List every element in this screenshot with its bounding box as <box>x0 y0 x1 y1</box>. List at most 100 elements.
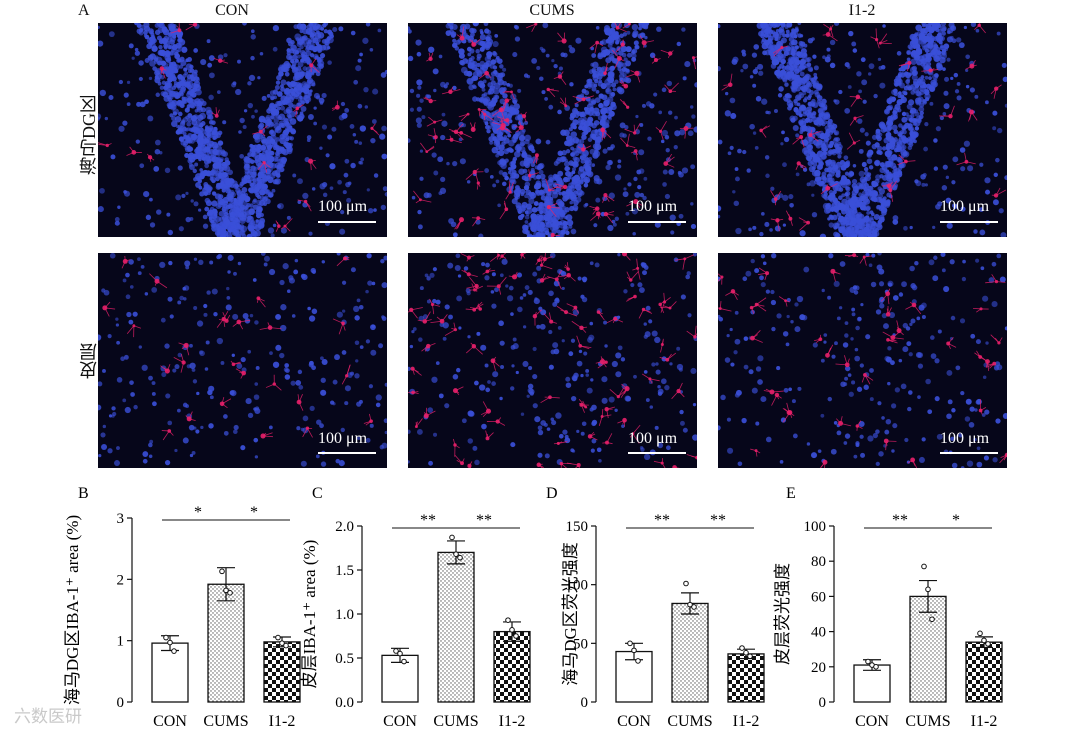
data-point <box>925 586 931 593</box>
micrograph-dg-con <box>98 23 387 237</box>
y-tick-label: 40 <box>811 625 826 641</box>
x-tick-label: CON <box>855 713 889 730</box>
data-point <box>921 563 927 570</box>
y-axis-label: 皮层荧光强度 <box>773 563 792 665</box>
bar <box>853 664 891 703</box>
data-point <box>171 648 177 654</box>
scale-bar-label: 100 μm <box>940 430 990 447</box>
significance-marker: ** <box>420 512 436 529</box>
y-tick-label: 20 <box>811 660 826 676</box>
y-tick-label: 1.5 <box>335 563 354 579</box>
data-point <box>743 649 749 656</box>
data-point <box>223 587 229 594</box>
bar <box>263 641 301 703</box>
data-point <box>687 601 693 608</box>
micrograph-dg-i1-2 <box>718 23 1007 237</box>
data-point <box>167 639 173 646</box>
significance-marker: ** <box>654 512 670 529</box>
scale-bar-label: 100 μm <box>628 198 678 215</box>
data-point <box>453 551 459 557</box>
y-axis-label: 海马DG区IBA-1⁺ area (%) <box>63 515 82 705</box>
panel-letter: D <box>546 485 558 502</box>
y-tick-label: 0 <box>581 695 589 711</box>
significance-marker: * <box>952 512 960 529</box>
scale-bar <box>940 452 998 454</box>
data-point <box>691 604 697 610</box>
bar <box>151 642 189 703</box>
x-tick-label: CUMS <box>905 713 950 730</box>
micrograph-cortex-con <box>98 253 387 468</box>
panel-a-letter: A <box>78 2 90 19</box>
significance-marker: * <box>194 504 202 521</box>
bar <box>493 630 531 703</box>
x-tick-label: CUMS <box>667 713 712 730</box>
y-tick-label: 100 <box>566 578 589 594</box>
data-point <box>631 647 637 654</box>
y-tick-label: 60 <box>811 589 826 605</box>
micrograph-dg-cums <box>408 23 697 237</box>
column-header-con: CON <box>215 2 249 19</box>
bar <box>965 641 1003 703</box>
y-axis-label: 皮层IBA-1⁺ area (%) <box>300 540 319 689</box>
x-tick-label: CUMS <box>203 713 248 730</box>
micrograph-cortex-cums <box>408 253 697 468</box>
data-point <box>739 645 745 651</box>
y-tick-label: 2 <box>117 572 125 588</box>
data-point <box>397 650 403 657</box>
data-point <box>747 653 753 660</box>
data-point <box>977 630 983 637</box>
bar <box>671 602 709 703</box>
data-point <box>457 554 463 561</box>
data-point <box>683 580 689 587</box>
bar <box>437 551 475 703</box>
y-tick-label: 100 <box>804 519 827 535</box>
x-tick-label: I1-2 <box>733 713 760 730</box>
scale-bar <box>628 221 686 223</box>
column-header-cums: CUMS <box>529 2 575 19</box>
x-tick-label: CUMS <box>433 713 478 730</box>
x-tick-label: CON <box>153 713 187 730</box>
panel-letter: B <box>78 485 89 502</box>
data-point <box>279 640 285 646</box>
data-point <box>985 641 991 647</box>
y-tick-label: 2.0 <box>335 519 354 535</box>
data-point <box>635 658 641 664</box>
x-tick-label: CON <box>383 713 417 730</box>
scale-bar-label: 100 μm <box>318 430 368 447</box>
significance-marker: ** <box>892 512 908 529</box>
y-tick-label: 1 <box>117 634 125 650</box>
data-point <box>275 634 281 641</box>
data-point <box>227 590 233 596</box>
y-tick-label: 0.0 <box>335 695 354 711</box>
data-point <box>627 640 633 647</box>
data-point <box>509 627 515 633</box>
data-point <box>865 658 871 665</box>
data-point <box>873 664 879 670</box>
bar <box>727 653 765 703</box>
scale-bar-label: 100 μm <box>318 198 368 215</box>
data-point <box>401 658 407 665</box>
scale-bar <box>628 452 686 454</box>
x-tick-label: I1-2 <box>971 713 998 730</box>
y-axis-label: 海马DG区荧光强度 <box>561 542 580 686</box>
data-point <box>449 534 455 541</box>
bar <box>207 583 245 703</box>
y-tick-label: 3 <box>117 511 125 527</box>
y-tick-label: 0 <box>117 695 125 711</box>
y-tick-label: 1.0 <box>335 607 354 623</box>
watermark: 六数医研 <box>14 707 82 727</box>
y-tick-label: 50 <box>573 636 588 652</box>
y-tick-label: 0 <box>819 695 827 711</box>
data-point <box>505 617 511 623</box>
scale-bar <box>940 221 998 223</box>
significance-marker: ** <box>710 512 726 529</box>
x-tick-label: I1-2 <box>269 713 296 730</box>
y-tick-label: 0.5 <box>335 651 354 667</box>
scale-bar <box>318 452 376 454</box>
scale-bar <box>318 221 376 223</box>
bar <box>381 654 419 703</box>
y-tick-label: 150 <box>566 519 589 535</box>
significance-marker: * <box>250 504 258 521</box>
data-point <box>219 568 225 575</box>
